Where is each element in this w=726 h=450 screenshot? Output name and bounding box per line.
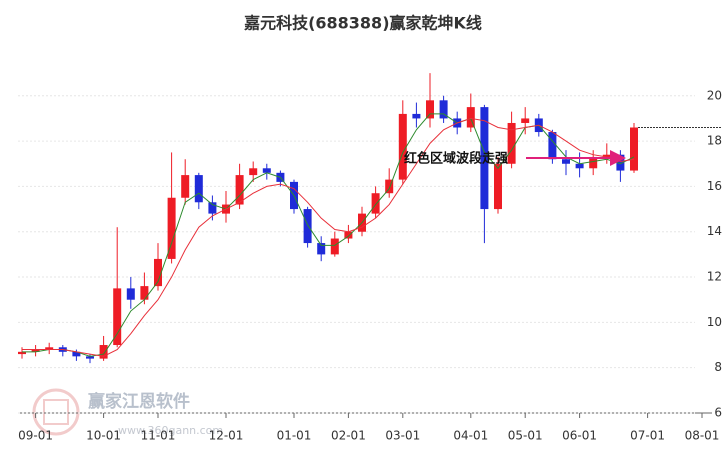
candle-body	[548, 132, 557, 160]
candle-body	[385, 179, 394, 194]
x-tick-label: 01-01	[277, 429, 312, 443]
candle-body	[181, 175, 190, 198]
x-tick-label: 05-01	[508, 429, 543, 443]
candle-body	[86, 356, 94, 359]
candle-body	[249, 168, 258, 176]
y-tick-label: 8	[714, 360, 722, 374]
candle-body	[344, 231, 353, 239]
x-tick-label: 11-01	[141, 429, 176, 443]
y-tick-label: 10	[707, 315, 722, 329]
x-tick-label: 02-01	[331, 429, 366, 443]
y-tick-label: 14	[707, 224, 722, 238]
candle-body	[602, 154, 611, 157]
candle-body	[521, 118, 530, 123]
watermark-text: 赢家江恩软件	[88, 391, 190, 412]
candle-body	[630, 127, 638, 171]
candle-body	[113, 288, 122, 346]
candle-body	[494, 163, 502, 210]
x-tick-label: 09-01	[18, 429, 53, 443]
candle-body	[317, 243, 326, 255]
candle-body	[480, 107, 489, 210]
candle-body	[18, 351, 26, 355]
watermark-url: www.360gann.com	[118, 424, 223, 437]
annotation: 红色区域波段走强	[404, 151, 508, 167]
candle-body	[31, 349, 40, 352]
y-tick-label: 6	[714, 406, 722, 420]
candle-body	[330, 238, 339, 255]
moving-average-line	[22, 117, 635, 357]
candle-body	[140, 286, 149, 300]
candle-body	[154, 258, 162, 287]
candle-body	[126, 288, 135, 300]
candle-body	[72, 351, 81, 357]
candle-body	[99, 345, 108, 359]
candle-body	[439, 100, 448, 119]
x-tick-label: 07-01	[630, 429, 665, 443]
candle-body	[235, 175, 244, 205]
y-tick-label: 12	[707, 270, 722, 284]
candle-body	[507, 122, 516, 164]
chart-title: 嘉元科技(688388)赢家乾坤K线	[243, 14, 482, 33]
candle-body	[167, 197, 176, 259]
candle-body	[426, 100, 434, 119]
watermark-logo	[32, 388, 80, 436]
candle-body	[466, 107, 475, 128]
y-tick-label: 18	[707, 134, 722, 148]
x-tick-label: 06-01	[562, 429, 597, 443]
x-tick-label: 08-01	[685, 429, 720, 443]
x-tick-label: 12-01	[209, 429, 244, 443]
candle-body	[208, 202, 217, 214]
candle-body	[589, 156, 598, 169]
candle-body	[562, 159, 570, 164]
x-tick-label: 04-01	[453, 429, 488, 443]
x-tick-label: 03-01	[385, 429, 420, 443]
candle-body	[575, 163, 584, 169]
candle-body	[45, 347, 54, 350]
candle-body	[371, 193, 380, 214]
candle-body	[412, 113, 421, 119]
y-tick-label: 20	[707, 88, 722, 102]
candle-body	[194, 175, 203, 203]
candle-body	[398, 113, 407, 180]
x-tick-label: 10-01	[86, 429, 121, 443]
y-tick-label: 16	[707, 179, 722, 193]
candle-body	[262, 168, 271, 173]
candle-body	[303, 209, 312, 244]
